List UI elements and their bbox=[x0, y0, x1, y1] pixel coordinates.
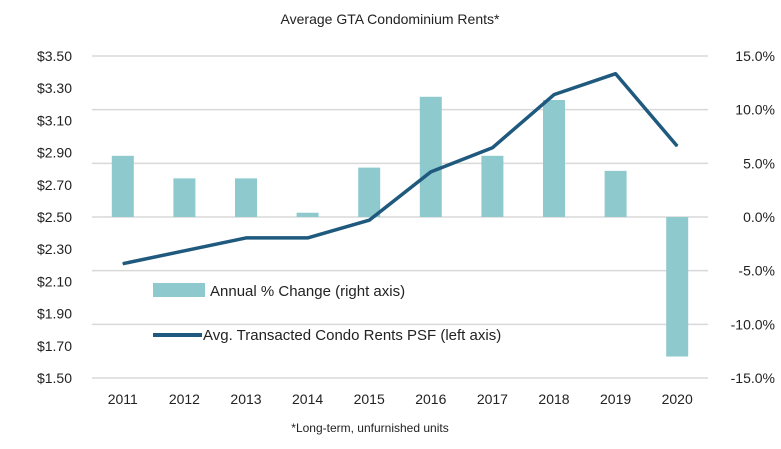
bar-2019 bbox=[604, 170, 627, 217]
left-axis-tick-label: $2.10 bbox=[37, 273, 72, 289]
left-axis-tick-label: $1.70 bbox=[37, 338, 72, 354]
left-axis-tick-label: $3.30 bbox=[37, 80, 72, 96]
bar-2018 bbox=[543, 100, 565, 217]
footnote: *Long-term, unfurnished units bbox=[291, 421, 448, 435]
bar-2011 bbox=[111, 155, 134, 217]
right-axis-tick-label: 15.0% bbox=[735, 48, 775, 64]
right-axis-tick-label: 5.0% bbox=[743, 155, 775, 171]
right-axis-tick-label: -5.0% bbox=[738, 263, 775, 279]
line-point-2012 bbox=[183, 250, 185, 252]
line-point-2011 bbox=[122, 263, 124, 265]
x-axis-tick-label: 2018 bbox=[538, 391, 569, 407]
line-point-2013 bbox=[245, 237, 247, 239]
right-axis-tick-label: 0.0% bbox=[743, 209, 775, 225]
bar-2020 bbox=[666, 217, 689, 357]
left-axis-tick-label: $2.70 bbox=[37, 177, 72, 193]
legend-bar-label: Annual % Change (right axis) bbox=[210, 283, 405, 300]
x-axis-tick-label: 2019 bbox=[600, 391, 631, 407]
rent-line bbox=[122, 71, 679, 266]
line-point-2020 bbox=[676, 145, 678, 147]
x-axis-tick-label: 2016 bbox=[415, 391, 446, 407]
bar-2014 bbox=[296, 212, 319, 217]
legend: Annual % Change (right axis) Avg. Transa… bbox=[153, 283, 501, 344]
bar-2015 bbox=[358, 167, 381, 217]
left-axis-tick-label: $3.10 bbox=[37, 112, 72, 128]
x-axis-tick-label: 2020 bbox=[662, 391, 693, 407]
right-axis-tick-label: -10.0% bbox=[731, 316, 775, 332]
left-axis-tick-label: $1.90 bbox=[37, 306, 72, 322]
bar-2012 bbox=[173, 178, 196, 217]
left-axis-tick-label: $2.90 bbox=[37, 145, 72, 161]
bar-2017 bbox=[481, 155, 504, 217]
line-point-2014 bbox=[307, 237, 309, 239]
x-axis-tick-label: 2015 bbox=[354, 391, 385, 407]
x-axis-tick-label: 2012 bbox=[169, 391, 200, 407]
line-point-2016 bbox=[430, 171, 432, 173]
left-axis-tick-label: $2.30 bbox=[37, 241, 72, 257]
left-axis-tick-label: $2.50 bbox=[37, 209, 72, 225]
line-point-2017 bbox=[491, 147, 493, 149]
chart-title: Average GTA Condominium Rents* bbox=[281, 11, 500, 27]
bar-2016 bbox=[419, 96, 442, 217]
x-axis-tick-label: 2014 bbox=[292, 391, 323, 407]
line-point-2018 bbox=[553, 94, 555, 96]
x-axis-tick-label: 2011 bbox=[108, 391, 138, 407]
line-point-2019 bbox=[615, 73, 617, 75]
x-axis-tick-label: 2017 bbox=[477, 391, 508, 407]
legend-line-label: Avg. Transacted Condo Rents PSF (left ax… bbox=[203, 327, 501, 344]
line-point-2015 bbox=[368, 219, 370, 221]
right-axis-tick-label: 10.0% bbox=[735, 102, 775, 118]
legend-bar-swatch bbox=[153, 283, 205, 297]
left-axis-tick-label: $3.50 bbox=[37, 48, 72, 64]
x-axis-tick-label: 2013 bbox=[230, 391, 261, 407]
right-axis-tick-label: -15.0% bbox=[731, 370, 775, 386]
bar-2013 bbox=[235, 178, 257, 217]
left-axis-tick-label: $1.50 bbox=[37, 370, 72, 386]
